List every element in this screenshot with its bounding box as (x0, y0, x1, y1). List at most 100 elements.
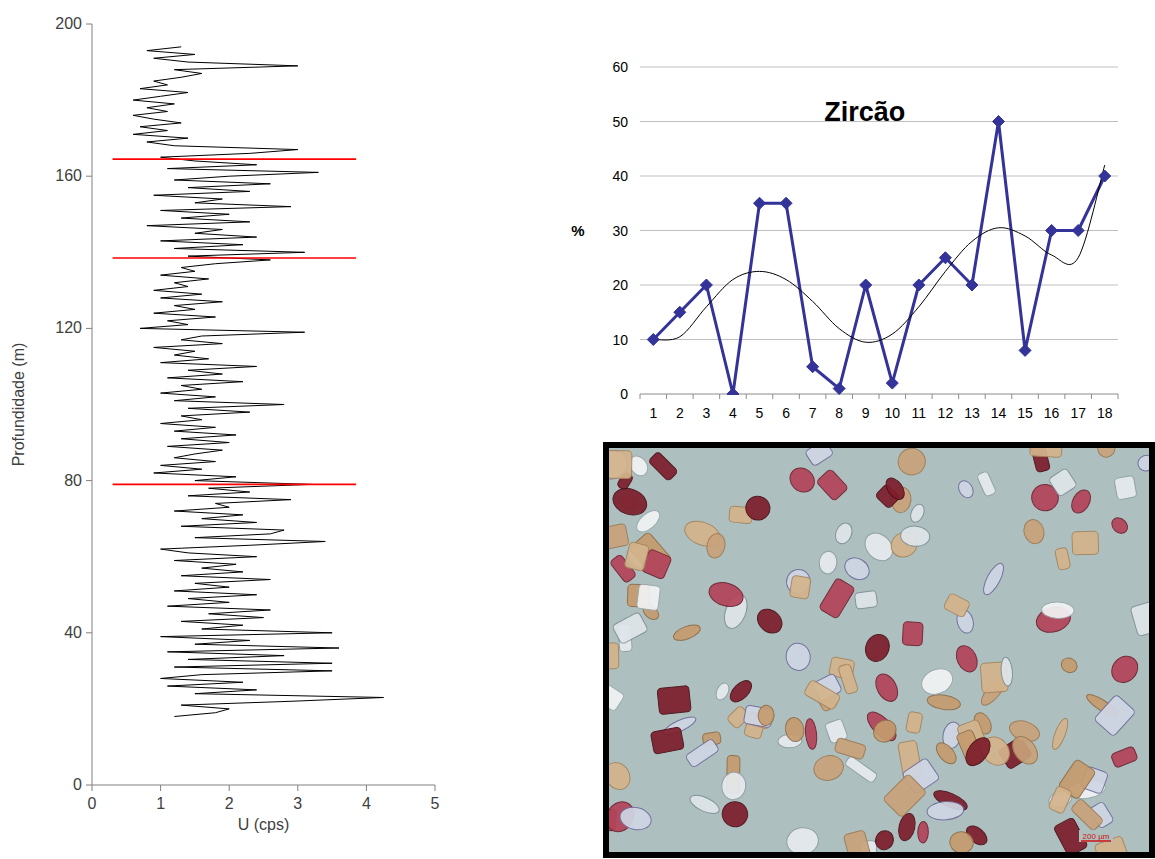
mineral-photo: 200 µm (592, 433, 1155, 859)
grain (713, 681, 731, 702)
y-tick-label: 50 (612, 114, 628, 130)
x-tick-label: 18 (1097, 405, 1113, 421)
grain (804, 718, 818, 750)
grain (948, 830, 975, 852)
grain (1094, 694, 1136, 737)
grain (720, 771, 747, 801)
x-tick-label: 9 (862, 405, 870, 421)
photo-background (609, 448, 1149, 852)
x-tick (229, 785, 230, 791)
grain (917, 821, 928, 843)
grain (609, 758, 635, 794)
x-tick-label: 4 (729, 405, 737, 421)
y-tick-label: 60 (612, 59, 628, 75)
x-tick (435, 785, 436, 791)
grain (980, 561, 1008, 598)
x-tick-label: 3 (702, 405, 710, 421)
y-tick-label: 120 (55, 319, 82, 336)
trend-line (653, 165, 1104, 342)
photo-frame (606, 445, 1152, 855)
grain (873, 828, 897, 852)
x-tick-label: 1 (156, 795, 165, 812)
grain (926, 693, 961, 712)
grain (687, 792, 721, 818)
grain (753, 604, 787, 638)
grain (648, 451, 678, 481)
x-tick (297, 785, 298, 791)
data-marker (939, 252, 951, 264)
data-marker (727, 388, 739, 395)
figure: 04080120160200012345U (cps)Profundidade … (0, 0, 1155, 859)
grain (1068, 487, 1094, 517)
grain (896, 812, 918, 842)
x-tick (985, 394, 986, 399)
x-tick-label: 5 (756, 405, 764, 421)
log-line (133, 47, 383, 717)
scale-bar-ground (1079, 830, 1113, 842)
grain (869, 715, 900, 746)
x-tick-label: 17 (1070, 405, 1086, 421)
grain (882, 475, 908, 503)
grain (905, 711, 923, 734)
data-marker (807, 361, 819, 373)
x-tick (799, 394, 800, 399)
zircon-chart: 0102030405060123456789101112131415161718… (571, 59, 1118, 421)
x-tick (640, 394, 641, 399)
grain (818, 550, 838, 574)
grain (1021, 517, 1047, 546)
grain (1055, 547, 1071, 570)
x-tick (1011, 394, 1012, 399)
grain (609, 450, 632, 478)
grain (1059, 655, 1080, 675)
grain (1109, 515, 1131, 537)
grain (609, 643, 619, 669)
grain (844, 755, 878, 783)
y-axis-title: Profundidade (m) (10, 343, 27, 467)
y-tick (86, 632, 92, 633)
grain (609, 683, 625, 712)
x-tick-label: 8 (835, 405, 843, 421)
data-line (653, 122, 1104, 395)
grain (726, 677, 755, 706)
grain (784, 642, 812, 672)
x-tick-label: 16 (1044, 405, 1060, 421)
grain (943, 593, 971, 618)
plot-data (113, 47, 384, 717)
x-tick (160, 785, 161, 791)
grain (657, 685, 691, 714)
x-tick (852, 394, 853, 399)
x-tick-label: 1 (649, 405, 657, 421)
y-tick (86, 785, 92, 786)
grain (706, 579, 746, 611)
grain (609, 484, 650, 519)
x-tick-label: 3 (293, 795, 302, 812)
grain (843, 830, 871, 852)
x-axis-title: U (cps) (238, 816, 290, 833)
x-tick-label: 2 (225, 795, 234, 812)
y-tick (86, 328, 92, 329)
grain (609, 448, 633, 485)
grain (961, 733, 995, 770)
x-tick-label: 6 (782, 405, 790, 421)
x-tick-label: 0 (88, 795, 97, 812)
x-tick-label: 11 (912, 405, 927, 421)
grain (1000, 657, 1014, 687)
grain (908, 502, 927, 524)
grain (900, 525, 930, 547)
x-tick (366, 785, 367, 791)
grain (956, 478, 977, 500)
x-tick (825, 394, 826, 399)
grain (834, 737, 867, 760)
grain (976, 471, 996, 497)
y-tick-label: 0 (73, 776, 82, 793)
grain (1106, 651, 1143, 688)
data-marker (833, 383, 845, 395)
x-tick (666, 394, 667, 399)
grain (612, 612, 649, 645)
grain (785, 463, 819, 497)
grain (803, 679, 841, 710)
y-tick-label: 30 (612, 223, 628, 239)
x-tick-label: 12 (938, 405, 954, 421)
y-tick-label: 160 (55, 167, 82, 184)
y-tick-label: 80 (64, 472, 82, 489)
